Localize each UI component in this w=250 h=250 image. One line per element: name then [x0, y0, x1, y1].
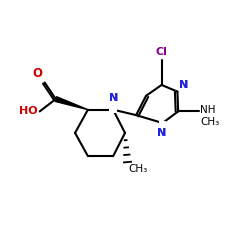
Text: N: N: [108, 94, 118, 104]
Text: N: N: [157, 128, 166, 138]
FancyBboxPatch shape: [160, 121, 166, 128]
FancyBboxPatch shape: [110, 106, 117, 114]
Text: CH₃: CH₃: [200, 117, 219, 127]
Text: N: N: [180, 80, 189, 90]
Text: CH₃: CH₃: [129, 164, 148, 174]
Text: N: N: [157, 128, 166, 138]
Polygon shape: [55, 97, 88, 110]
Text: O: O: [32, 67, 42, 80]
Text: N: N: [180, 80, 189, 90]
Text: NH: NH: [200, 105, 216, 115]
Text: N: N: [108, 94, 118, 104]
FancyBboxPatch shape: [179, 85, 185, 91]
Text: Cl: Cl: [156, 47, 168, 57]
Text: HO: HO: [18, 106, 37, 117]
